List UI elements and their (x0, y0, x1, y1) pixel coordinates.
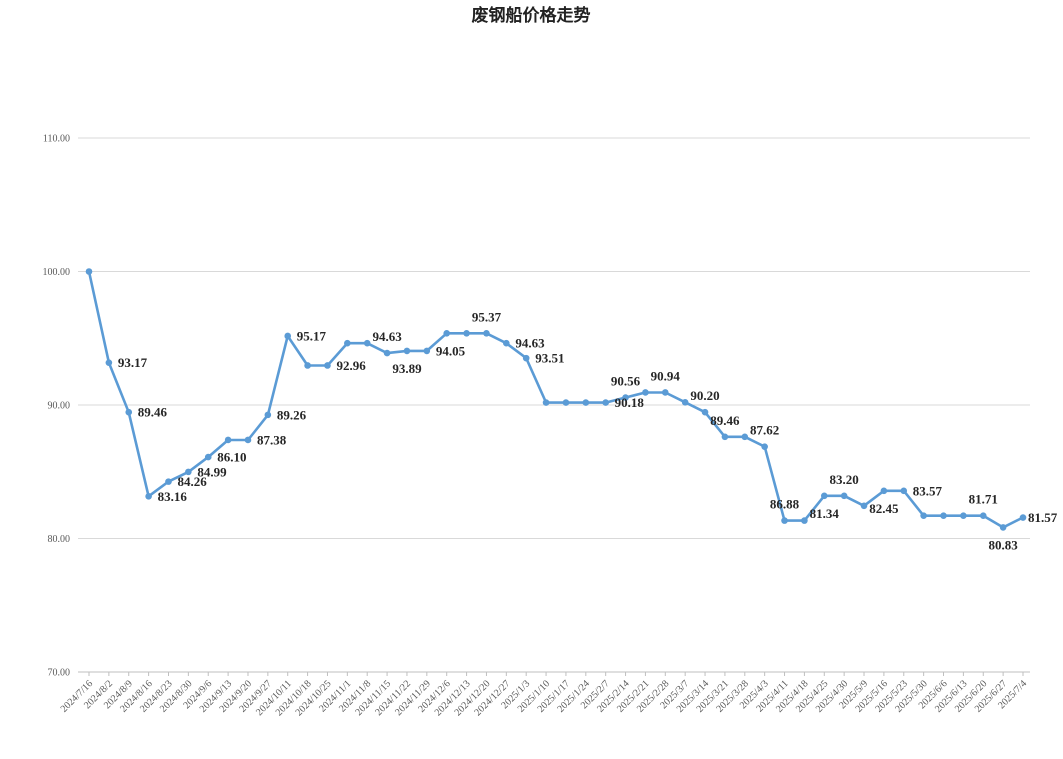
grid-lines (78, 137, 1030, 673)
data-point (681, 399, 689, 406)
data-label: 86.10 (217, 450, 246, 465)
data-point (443, 330, 451, 337)
data-point (224, 436, 232, 444)
data-point (801, 517, 808, 524)
data-point (661, 389, 669, 396)
data-label: 90.56 (611, 374, 641, 389)
data-point (165, 478, 172, 485)
data-point (244, 436, 252, 444)
data-label: 89.46 (138, 405, 168, 420)
data-point (145, 493, 152, 500)
data-label: 89.26 (277, 407, 307, 422)
data-point (900, 487, 908, 495)
data-point (105, 359, 113, 366)
data-label: 94.05 (436, 343, 466, 358)
data-point (344, 339, 351, 347)
data-point (423, 347, 431, 355)
data-point (642, 389, 649, 396)
data-label: 84.26 (177, 474, 207, 489)
data-point (880, 487, 888, 495)
data-point (304, 362, 311, 369)
data-point (999, 524, 1007, 531)
data-point (542, 399, 550, 406)
data-point (920, 512, 927, 519)
data-label: 83.16 (158, 489, 188, 504)
data-point (622, 394, 629, 401)
data-point (85, 268, 93, 275)
data-point (503, 339, 510, 347)
data-label: 95.37 (472, 309, 502, 324)
data-label: 94.63 (515, 336, 545, 351)
data-label: 82.45 (869, 501, 899, 516)
data-points (85, 268, 1027, 531)
data-point (979, 512, 987, 519)
data-label: 87.62 (750, 423, 779, 438)
data-point (363, 339, 371, 347)
data-label: 90.18 (615, 395, 645, 410)
data-point (1019, 514, 1027, 521)
y-tick-label: 80.00 (48, 534, 71, 545)
data-point (721, 433, 729, 441)
data-label: 83.20 (830, 472, 859, 487)
data-point (840, 492, 848, 500)
data-point (781, 517, 788, 524)
data-label: 93.51 (535, 351, 564, 366)
y-tick-label: 100.00 (43, 267, 71, 278)
data-point (602, 399, 609, 406)
data-point (125, 408, 133, 416)
data-label: 90.94 (651, 368, 681, 383)
data-point (403, 347, 411, 355)
y-tick-label: 90.00 (48, 401, 71, 412)
data-label: 95.17 (297, 328, 327, 343)
data-point (761, 443, 768, 450)
data-point (562, 399, 570, 406)
data-point (582, 399, 590, 406)
data-label: 81.71 (969, 492, 998, 507)
data-label: 89.46 (710, 413, 740, 428)
data-label: 93.17 (118, 355, 148, 370)
data-point (701, 408, 709, 416)
data-label: 80.83 (989, 537, 1019, 552)
data-label: 81.57 (1028, 510, 1058, 525)
chart-title: 废钢船价格走势 (472, 5, 591, 26)
data-point (522, 354, 530, 362)
data-label: 90.20 (690, 388, 719, 403)
data-point (960, 512, 967, 519)
data-point (284, 332, 292, 340)
x-axis: 2024/7/162024/8/22024/8/92024/8/162024/8… (59, 672, 1029, 718)
data-point (324, 362, 331, 369)
data-label: 93.89 (392, 361, 422, 376)
data-label: 86.88 (770, 497, 800, 512)
data-label: 83.57 (913, 483, 943, 498)
data-label: 81.34 (810, 506, 840, 521)
data-point (204, 453, 212, 461)
data-point (741, 433, 749, 441)
data-point (820, 492, 828, 500)
data-label: 94.63 (372, 329, 402, 344)
y-axis-tick-labels: 70.00 80.00 90.00 100.00 110.00 (43, 134, 71, 679)
data-label: 92.96 (336, 358, 366, 373)
data-label: 84.99 (197, 464, 227, 479)
data-label: 87.38 (257, 432, 287, 447)
data-point (463, 330, 470, 337)
data-point (940, 512, 947, 519)
y-tick-label: 70.00 (48, 668, 71, 679)
data-point (264, 411, 272, 419)
data-point (860, 502, 868, 510)
y-tick-label: 110.00 (43, 134, 70, 145)
data-point (483, 330, 490, 337)
data-point (185, 468, 192, 476)
data-point (383, 349, 391, 357)
